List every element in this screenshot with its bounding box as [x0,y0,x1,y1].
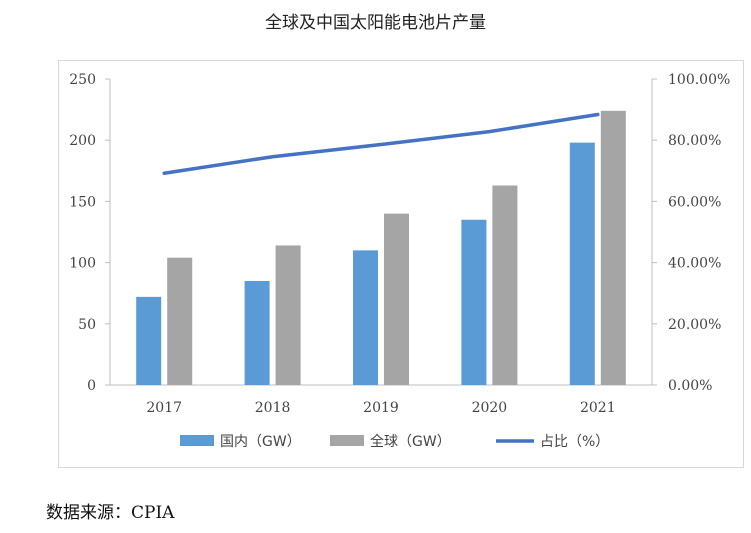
legend-swatch [330,435,364,446]
source-note: 数据来源：CPIA [46,503,175,523]
bar-domestic [569,142,595,385]
legend-label: 国内（GW） [220,434,301,450]
bar-global [600,110,626,385]
bar-global [167,257,193,385]
x-axis-tick-label: 2021 [580,400,616,416]
line-layer [162,112,600,175]
x-axis-tick-label: 2020 [472,400,508,416]
bar-global [384,213,409,385]
left-axis-tick-label: 100 [69,256,96,272]
left-axis-tick-label: 250 [69,72,96,88]
left-axis-tick-label: 50 [78,317,96,333]
bar-domestic [461,219,487,385]
bar-domestic [136,296,162,385]
right-axis-tick-label: 80.00% [668,133,721,149]
left-axis-tick-label: 0 [87,378,96,394]
x-axis-tick-label: 2017 [146,400,182,416]
bar-domestic [353,250,378,385]
axis-layer: 0 50 100 150 200 250 0.00% 20.00% 40.00% 60.00% 80… [69,72,730,416]
bar-global [492,185,518,385]
x-axis-tick-label: 2019 [363,400,399,416]
legend-swatch [180,435,214,446]
left-axis-tick-label: 200 [69,133,96,149]
left-axis-tick-label: 150 [69,194,96,210]
right-axis-tick-label: 0.00% [668,378,712,394]
right-axis-tick-label: 20.00% [668,317,721,333]
bar-global [275,245,301,385]
right-axis-tick-label: 60.00% [668,194,721,210]
legend-label: 全球（GW） [370,433,451,450]
chart-frame [58,60,744,468]
line-share-ratio [162,112,600,175]
bar-domestic [244,280,270,385]
bars-layer [136,110,626,385]
legend-label: 占比（%） [540,434,609,450]
legend: 国内（GW） 全球（GW） 占比（%） [180,433,609,450]
chart-title: 全球及中国太阳能电池片产量 [265,13,486,33]
right-axis-tick-label: 100.00% [668,72,730,88]
x-axis-tick-label: 2018 [255,400,291,416]
right-axis-tick-label: 40.00% [668,256,721,272]
